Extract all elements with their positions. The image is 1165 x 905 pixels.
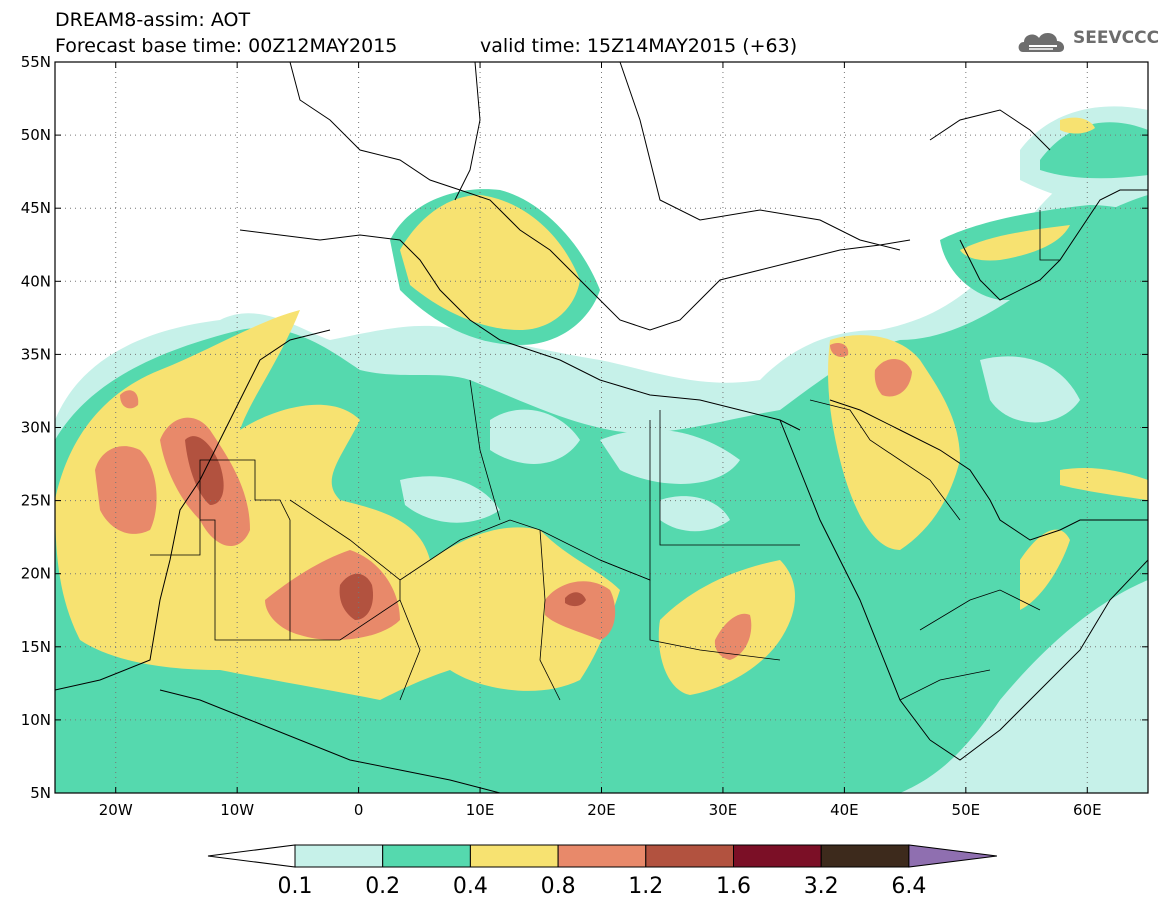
colorbar-box [645,844,734,868]
axis-ticks [55,61,1148,794]
aot-field [55,106,1148,793]
lat-tick-label: 40N [21,272,51,290]
lon-tick-label: 0 [354,801,364,819]
valid-time: valid time: 15Z14MAY2015 (+63) [480,35,798,57]
lon-tick-label: 20E [587,801,616,819]
colorbar-box [557,844,647,868]
colorbar-level-label: 0.8 [541,874,576,899]
country-borders [150,210,1060,701]
lat-tick-label: 45N [21,199,51,217]
longitude-labels: 20W 10W 0 10E 20E 30E 40E 50E 60E [99,801,1102,819]
lon-tick-label: 10E [466,801,495,819]
colorbar-box [469,844,559,868]
lon-tick-label: 10W [220,801,254,819]
cloud-logo-icon [1018,32,1065,52]
colorbar-max-triangle [908,844,997,868]
forecast-base-time: Forecast base time: 00Z12MAY2015 [55,35,398,57]
seevccc-logo [1015,22,1155,56]
colorbar-level-label: 0.4 [453,874,488,899]
colorbar-level-label: 0.2 [365,874,400,899]
graticule [55,62,1148,793]
colorbar-box [294,844,384,868]
lon-tick-label: 50E [952,801,981,819]
colorbar-level-label: 3.2 [804,874,839,899]
colorbar-box [820,844,910,868]
lon-tick-label: 40E [830,801,859,819]
lon-tick-label: 20W [99,801,133,819]
colorbar-level-label: 6.4 [891,874,926,899]
lat-tick-label: 30N [21,419,51,437]
lon-tick-label: 60E [1073,801,1102,819]
lon-tick-label: 30E [709,801,738,819]
lat-tick-label: 35N [21,345,51,363]
logo-text: SEEVCCC [1073,28,1160,48]
colorbar-level-label: 0.1 [278,874,313,899]
lat-tick-label: 15N [21,638,51,656]
lat-tick-label: 5N [30,784,51,802]
lat-tick-label: 20N [21,565,51,583]
colorbar-min-triangle [207,844,296,868]
colorbar-boxes [207,844,997,868]
lat-tick-label: 50N [21,126,51,144]
lat-tick-label: 25N [21,492,51,510]
colorbar-level-label: 1.6 [716,874,751,899]
map-title: DREAM8-assim: AOT [55,9,251,31]
lat-tick-label: 55N [21,53,51,71]
colorbar-level-label: 1.2 [628,874,663,899]
colorbar-box [382,844,471,868]
latitude-labels: 5N 10N 15N 20N 25N 30N 35N 40N 45N 50N 55N [21,53,51,802]
colorbar-box [733,844,822,868]
colorbar-labels: 0.1 0.2 0.4 0.8 1.2 1.6 3.2 6.4 [278,874,927,899]
lat-tick-label: 10N [21,711,51,729]
